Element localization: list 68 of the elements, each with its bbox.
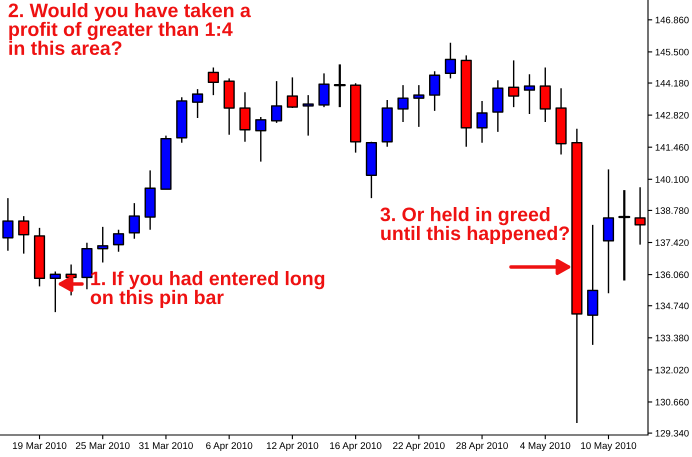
candlestick (397, 84, 409, 123)
candlestick (224, 78, 235, 136)
x-tick-label: 16 Apr 2010 (330, 442, 382, 452)
candlestick (112, 229, 124, 252)
candlestick (255, 116, 266, 162)
candlestick (176, 96, 188, 144)
annotation: 2. Would you have taken a profit of greater than 1:4 in this area? (8, 3, 251, 56)
candlestick (2, 197, 14, 252)
candlestick (540, 66, 551, 123)
y-tick-label: 137.420 (656, 239, 689, 246)
candlestick (302, 94, 314, 136)
candlestick (508, 60, 520, 108)
candlestick (587, 224, 598, 346)
candlestick (555, 88, 567, 156)
candlestick (128, 202, 140, 240)
annotation: 3. Or held in greed until this happened? (380, 207, 569, 244)
candlestick (634, 186, 646, 246)
candlestick (318, 72, 330, 108)
x-tick-label: 22 Apr 2010 (393, 442, 445, 452)
x-tick-label: 19 Mar 2010 (12, 442, 66, 450)
candlestick (208, 66, 219, 96)
candlestick (571, 128, 582, 424)
candlestick (144, 170, 156, 230)
candlestick (50, 270, 61, 313)
candlestick (476, 100, 488, 144)
candlestick (413, 84, 424, 128)
x-tick-label: 6 Apr 2010 (206, 442, 252, 452)
candlestick (286, 76, 298, 109)
x-tick-label: 12 Apr 2010 (266, 442, 318, 452)
candlestick (270, 80, 282, 124)
y-tick-label: 141.460 (656, 144, 689, 151)
candlestick (460, 54, 472, 148)
y-tick-label: 136.060 (656, 271, 689, 278)
x-tick-label: 10 May 2010 (581, 442, 636, 452)
candlestick (66, 264, 77, 296)
candlestick (429, 70, 440, 112)
candlestick (334, 63, 346, 108)
y-tick-label: 133.380 (656, 334, 689, 342)
candlestick (18, 215, 30, 254)
y-tick-label: 144.180 (656, 80, 689, 87)
y-tick-label: 132.020 (656, 366, 689, 374)
candlestick (366, 141, 378, 199)
candlestick (444, 42, 456, 80)
y-tick-label: 129.340 (656, 430, 689, 437)
candlestick (97, 226, 108, 264)
y-tick-label: 146.860 (656, 16, 689, 24)
candlestick (524, 74, 536, 115)
candlestick (492, 80, 504, 133)
candlestick (239, 92, 251, 142)
x-tick-label: 28 Apr 2010 (456, 442, 508, 452)
candlestick (350, 82, 362, 154)
candlestick (160, 134, 172, 190)
y-tick-label: 138.780 (656, 207, 689, 214)
x-tick-label: 4 May 2010 (520, 442, 570, 452)
candlestick (602, 168, 614, 294)
y-tick-label: 130.660 (656, 398, 689, 406)
y-tick-label: 142.820 (656, 112, 689, 119)
candlestick (382, 99, 393, 148)
candlestick (618, 189, 630, 282)
y-tick-label: 134.740 (656, 302, 689, 310)
x-tick-label: 31 Mar 2010 (139, 442, 193, 450)
y-tick-label: 145.500 (656, 48, 689, 56)
x-tick-label: 25 Mar 2010 (76, 442, 130, 450)
annotation: 1. If you had entered long on this pin bar (90, 271, 324, 308)
y-tick-label: 140.100 (656, 176, 689, 183)
candlestick (192, 88, 204, 119)
candlestick (34, 227, 46, 288)
candlestick (81, 242, 93, 290)
